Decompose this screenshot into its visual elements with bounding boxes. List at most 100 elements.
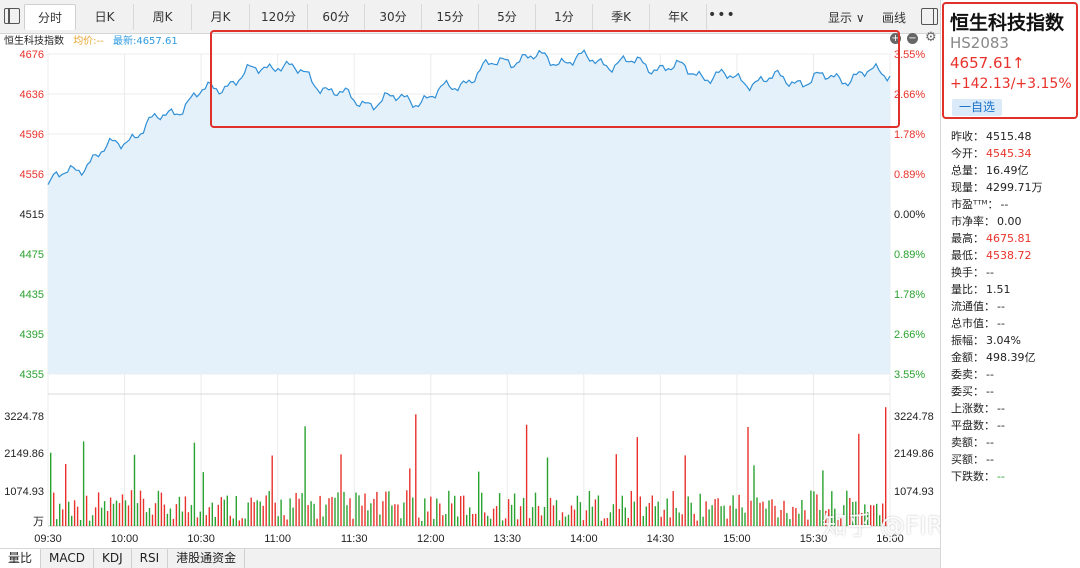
volume-bar	[585, 510, 588, 526]
volume-bar	[280, 499, 282, 526]
volume-bar	[68, 501, 70, 526]
quote-stats: 昨收： 4515.48 今开： 4545.34 总量： 16.49亿 现量： 4299.…	[951, 128, 1043, 485]
volume-bar	[786, 513, 788, 526]
tab-30min[interactable]: 30分	[365, 4, 422, 30]
price-line	[47, 49, 891, 185]
volume-bar	[163, 504, 166, 526]
tab-monthly-k[interactable]: 月K	[192, 4, 250, 30]
more-button[interactable]: •••	[708, 7, 736, 23]
volume-bar	[843, 505, 845, 526]
volume-bar	[205, 515, 207, 526]
volume-bar	[870, 505, 872, 526]
display-dropdown[interactable]: 显示 ∨	[828, 11, 865, 25]
volume-bar	[223, 499, 225, 526]
settings-gear-icon[interactable]: ⚙	[925, 30, 937, 45]
volume-bar	[187, 512, 190, 526]
intraday-chart[interactable]: 4676 3.55% 4636 2.66% 4596 1.78% 4556 0.89% 4515…	[0, 44, 940, 548]
volume-bar	[723, 505, 725, 526]
tab-weekly-k[interactable]: 周K	[134, 4, 192, 30]
volume-bar	[400, 518, 402, 526]
volume-bar	[576, 495, 579, 526]
panel-layout-icon[interactable]	[921, 8, 938, 25]
volume-bar	[190, 505, 193, 526]
indicator-tab-macd[interactable]: MACD	[41, 549, 94, 568]
zoom-in-icon[interactable]: +	[890, 33, 901, 44]
tab-quarterly-k[interactable]: 季K	[593, 4, 650, 30]
volume-bar	[687, 496, 689, 526]
indicator-tabbar: 量比 MACD KDJ RSI 港股通资金	[0, 548, 940, 568]
axis-labels: 4676 3.55% 4636 2.66% 4596 1.78% 4556 0.89% 4515…	[4, 49, 934, 545]
volume-bar	[133, 454, 136, 526]
volume-bar	[573, 509, 576, 526]
volume-bar	[591, 506, 594, 526]
volume-bar	[130, 490, 133, 526]
volume-bar	[322, 516, 324, 526]
volume-bar	[376, 491, 378, 526]
volume-bar	[62, 509, 64, 526]
volume-bar	[65, 464, 67, 526]
volume-bar	[304, 426, 306, 526]
volume-bar	[816, 494, 818, 526]
tab-1min[interactable]: 1分	[536, 4, 593, 30]
volume-bar	[289, 498, 291, 526]
tab-daily-k[interactable]: 日K	[76, 4, 134, 30]
volume-bar	[564, 516, 567, 526]
tab-5min[interactable]: 5分	[479, 4, 536, 30]
tab-15min[interactable]: 15分	[422, 4, 479, 30]
volume-bar	[780, 510, 782, 526]
volume-bar	[771, 499, 773, 526]
volume-bar	[879, 515, 881, 526]
quote-change: +142.13/+3.15%	[950, 76, 1072, 92]
volume-bar	[148, 508, 151, 526]
zoom-out-icon[interactable]: −	[907, 33, 918, 44]
volume-bar	[774, 505, 776, 526]
add-watchlist-button[interactable]: 一自选	[952, 99, 1002, 116]
indicator-tab-kdj[interactable]: KDJ	[94, 549, 132, 568]
tab-yearly-k[interactable]: 年K	[650, 4, 707, 30]
volume-bar	[112, 503, 115, 526]
volume-bar	[199, 511, 201, 526]
draw-line-button[interactable]: 画线	[882, 11, 907, 25]
volume-bar	[142, 498, 145, 526]
volume-bar	[484, 512, 486, 526]
volume-bar	[519, 506, 522, 526]
volume-bar	[127, 505, 130, 526]
volume-bar	[693, 513, 695, 526]
tab-60min[interactable]: 60分	[308, 4, 365, 30]
sidebar-toggle-icon[interactable]	[4, 8, 20, 24]
indicator-tab-southbound-flow[interactable]: 港股通资金	[168, 549, 246, 568]
volume-bar	[594, 499, 597, 526]
volume-bar	[489, 518, 492, 526]
time-tick-label: 10:00	[111, 533, 139, 545]
volume-bar	[684, 455, 686, 526]
volume-bar	[702, 516, 704, 526]
pct-tick-label: 0.00%	[894, 209, 925, 221]
volume-bar	[226, 495, 228, 526]
volume-bar	[274, 502, 276, 526]
volume-bar	[193, 442, 196, 526]
tab-120min[interactable]: 120分	[250, 4, 308, 30]
volume-bar	[660, 516, 662, 526]
volume-bar	[259, 501, 261, 526]
volume-bar	[621, 495, 623, 526]
indicator-tab-volume-ratio[interactable]: 量比	[0, 549, 42, 568]
time-tick-label: 11:30	[341, 533, 368, 545]
volume-bar	[741, 507, 743, 526]
volume-bar	[97, 492, 100, 526]
volume-bar	[618, 508, 620, 526]
volume-bar	[53, 492, 55, 526]
time-tick-label: 15:00	[723, 533, 751, 545]
tab-intraday[interactable]: 分时	[24, 4, 76, 30]
volume-bar	[358, 495, 360, 526]
indicator-tab-rsi[interactable]: RSI	[132, 549, 169, 568]
volume-bar	[418, 517, 420, 526]
volume-bar	[481, 492, 483, 526]
stat-row: 总量： 16.49亿	[951, 164, 1029, 177]
volume-bar	[717, 498, 719, 526]
volume-bar	[238, 520, 240, 526]
volume-bar	[136, 503, 139, 526]
stat-row: 市盈ᵀᵀᴹ： --	[951, 198, 1009, 211]
price-tick-label: 4636	[20, 89, 44, 101]
volume-bar	[696, 520, 698, 526]
time-tick-label: 13:30	[494, 533, 522, 545]
